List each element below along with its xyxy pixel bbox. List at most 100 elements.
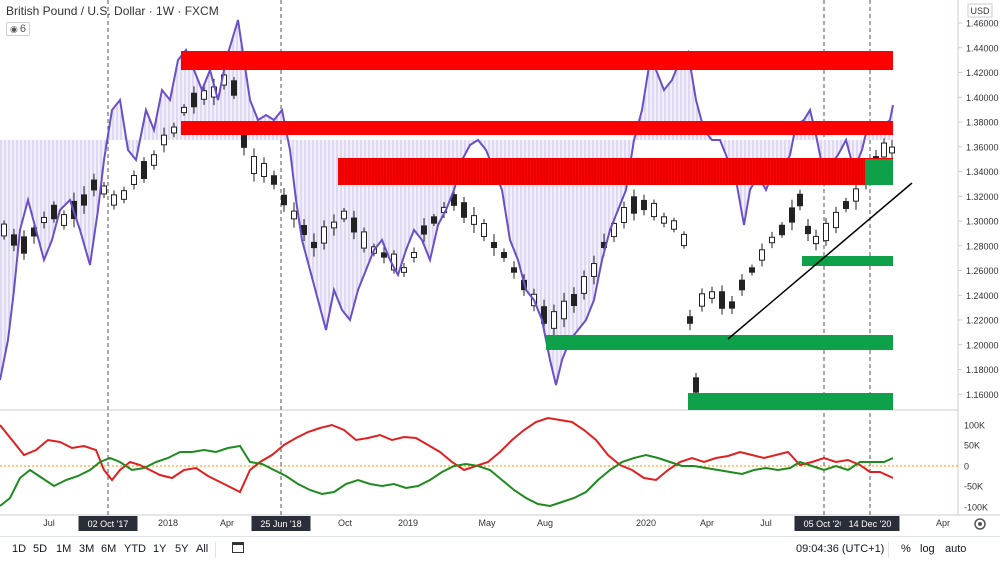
trend-line[interactable] [727,182,913,340]
candle-body-up [261,163,267,177]
candlestick [321,220,327,250]
candlestick [131,170,137,190]
candle-body-down [693,377,699,393]
candlestick [749,264,755,276]
candle-body-up [833,211,839,229]
candlestick [271,170,277,190]
candlestick [51,201,57,223]
candlestick [661,212,667,228]
toolbar-divider [215,542,216,558]
candlestick [551,304,557,336]
candle-body-up [551,311,557,329]
candlestick [651,199,657,221]
candlestick [81,186,87,214]
candle-body-down [281,194,287,206]
price-tick-label: 1.30000 [966,217,999,227]
price-chart[interactable]: USD 1.460001.440001.420001.400001.380001… [0,0,1000,536]
time-axis-label: Jul [43,518,55,528]
candle-body-up [471,215,477,225]
settings-gear-icon[interactable] [974,518,986,530]
candlestick [797,189,803,211]
time-axis-label: May [478,518,496,528]
candlestick [151,150,157,170]
timeframe-5d[interactable]: 5D [33,543,48,555]
candlestick-series [1,70,895,398]
candlestick [351,210,357,240]
candle-body-down [461,202,467,218]
candlestick [561,292,567,328]
candlestick [191,86,197,114]
currency-badge [967,3,993,18]
auto-toggle[interactable]: auto [945,543,967,555]
candle-body-up [621,207,627,223]
price-axis[interactable]: 1.46000 1.44000 1.42000 1.40000 1.38000 1.360… [958,19,999,400]
candlestick [121,186,127,204]
timeframe-1d[interactable]: 1D [12,543,27,555]
time-highlight-badge [840,516,900,531]
indicator-axis[interactable]: 100K 50K 0 -50K -100K [964,421,988,513]
time-axis-label: 2018 [158,518,178,528]
indicator-tick-label: 0 [964,462,969,472]
candlestick [251,148,257,182]
indicator-tick-label: -50K [964,482,983,492]
resistance-zone-3 [338,158,893,185]
candle-body-down [141,161,147,179]
candlestick [641,194,647,216]
timeframe-1m[interactable]: 1M [56,543,72,555]
candle-body-up [41,216,47,224]
candlestick [101,182,107,198]
candle-body-up [111,194,117,206]
time-axis-highlights: 02 Oct '17 25 Jun '18 05 Oct '20 14 Dec '20 [78,516,900,531]
price-tick-label: 1.46000 [966,19,999,29]
candle-body-up [361,231,367,249]
candle-body-down [21,236,27,254]
candle-body-up [651,202,657,218]
candlestick [501,248,507,262]
time-axis-label: Apr [700,518,714,528]
percent-toggle[interactable]: % [901,543,911,555]
calendar-range-icon[interactable] [232,542,244,553]
candlestick [699,288,705,312]
candlestick [411,247,417,263]
candlestick [1,220,7,240]
candlestick [687,309,693,331]
candle-body-down [729,301,735,309]
candle-body-up [321,226,327,244]
layers-toggle[interactable]: ◉ 6 [6,22,30,36]
candlestick [789,199,795,231]
candlestick [421,218,427,242]
channel-fill [0,20,893,385]
indicator-short-line [0,416,894,494]
candlestick [709,286,715,304]
support-zone-3 [546,335,893,350]
candlestick [833,206,839,234]
timeframe-6m[interactable]: 6M [101,543,117,555]
candlestick [311,233,317,257]
candle-body-up [823,222,829,242]
clock[interactable]: 09:04:36 (UTC+1) [796,543,885,555]
price-tick-label: 1.40000 [966,93,999,103]
date-markers [107,0,871,515]
timeframe-3m[interactable]: 3M [79,543,95,555]
candle-body-up [1,223,7,237]
time-axis-label: 2020 [636,518,656,528]
timeframe-all[interactable]: All [196,543,209,555]
candlestick [671,217,677,233]
timeframe-5y[interactable]: 5Y [175,543,189,555]
candle-body-up [591,263,597,277]
candlestick [381,246,387,264]
timeframe-ytd[interactable]: YTD [124,543,146,555]
price-tick-label: 1.44000 [966,43,999,53]
support-zone-2 [802,256,893,266]
time-highlight-label: 02 Oct '17 [88,519,129,529]
candle-body-down [191,92,197,108]
time-highlight-badge [251,516,311,531]
candle-body-up [251,156,257,174]
bottom-toolbar: 1D 5D 1M 3M 6M YTD 1Y 5Y All 09:04:36 (U… [0,536,1000,563]
candle-body-down [641,199,647,211]
candlestick [719,285,725,315]
candle-body-down [749,267,755,273]
log-toggle[interactable]: log [920,543,935,555]
timeframe-1y[interactable]: 1Y [153,543,167,555]
toolbar-divider [888,542,889,558]
